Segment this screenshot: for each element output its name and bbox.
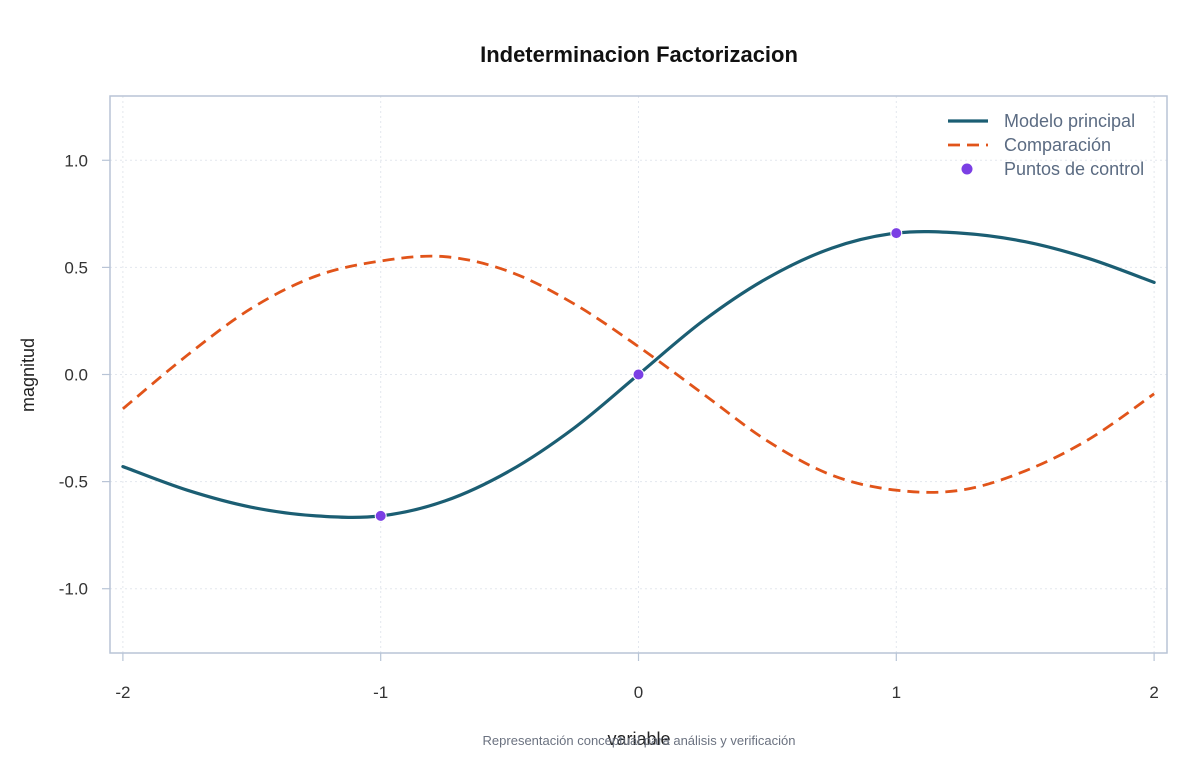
y-tick-label: 1.0 [64,151,88,170]
y-tick-label: 0.0 [64,366,88,385]
x-tick-label: 2 [1149,683,1158,702]
y-axis-label: magnitud [18,338,38,412]
legend-marker-puntos [961,163,973,175]
x-tick-label: 0 [634,683,643,702]
x-tick-label: -2 [115,683,130,702]
axis-ticks: -2 -1 0 1 2 -1.0 -0.5 0.0 0.5 1.0 [59,151,1159,702]
series [121,227,1156,522]
legend: Modelo principal Comparación Puntos de con… [948,111,1144,179]
control-point [890,227,903,240]
control-point [632,368,645,381]
grid [110,96,1167,653]
x-tick-label: -1 [373,683,388,702]
y-tick-label: -0.5 [59,473,88,492]
legend-label: Puntos de control [1004,159,1144,179]
y-tick-label: -1.0 [59,580,88,599]
control-point [374,509,387,522]
x-axis-label: variable [607,729,670,749]
x-tick-label: 1 [892,683,901,702]
y-tick-label: 0.5 [64,258,88,277]
legend-label: Modelo principal [1004,111,1135,131]
chart-caption: Representación conceptual para análisis … [483,733,796,748]
chart-title: Indeterminacion Factorizacion [480,42,798,67]
legend-label: Comparación [1004,135,1111,155]
